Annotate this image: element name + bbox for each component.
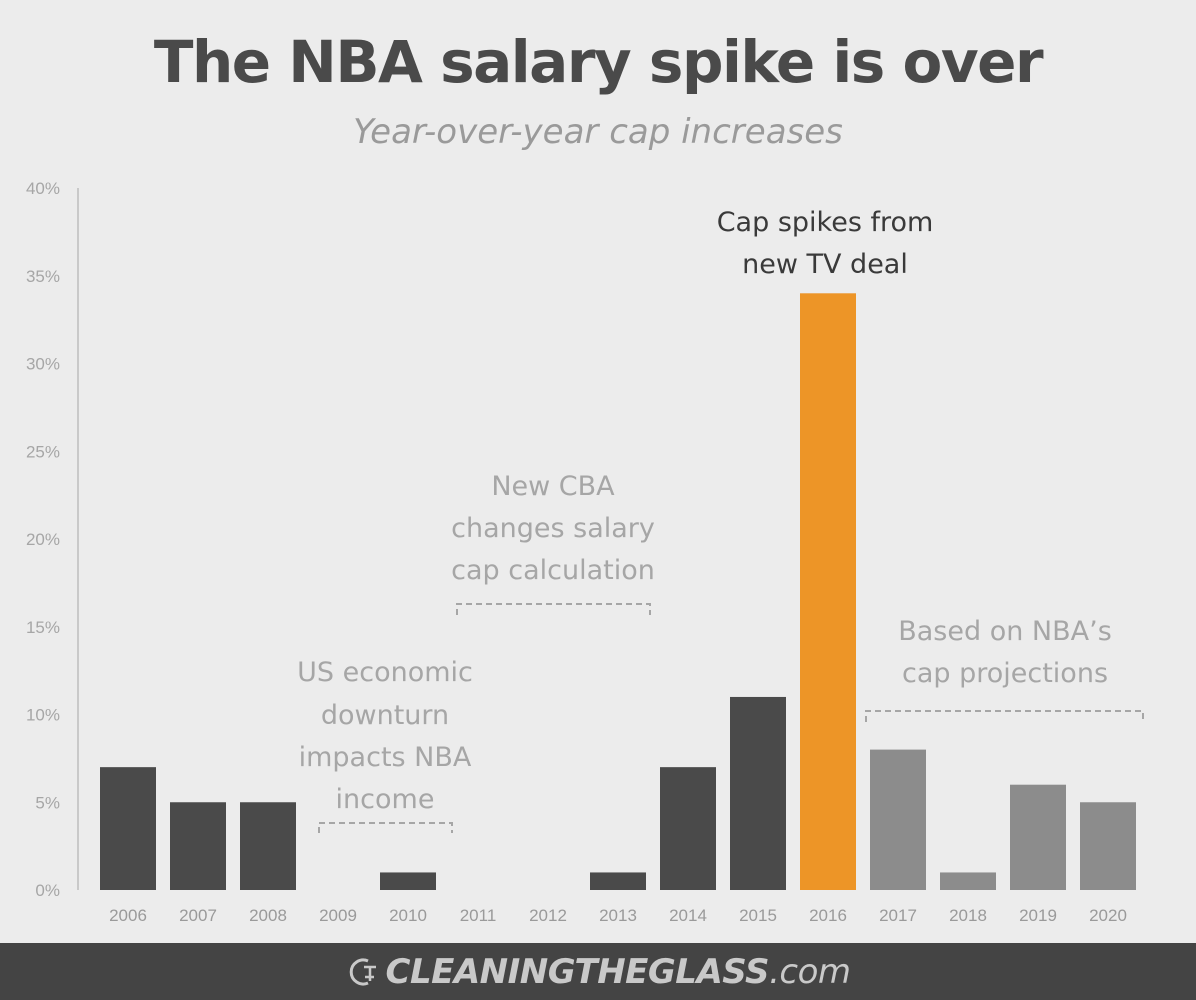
annotation-projections-bracket bbox=[865, 710, 1144, 722]
bar-2016 bbox=[800, 293, 856, 890]
annotation-downturn-bracket bbox=[318, 822, 453, 833]
annotation-projections-line-1: Based on NBA’s bbox=[898, 616, 1112, 647]
bar-2008 bbox=[240, 802, 296, 890]
bar-2018 bbox=[940, 872, 996, 890]
x-tick-label: 2020 bbox=[1089, 906, 1127, 925]
bar-2015 bbox=[730, 696, 786, 890]
x-tick-labels: 2006 2007 2008 2009 2010 2011 2012 2013 2014 2015… bbox=[109, 906, 1127, 925]
y-tick-label: 20% bbox=[26, 530, 60, 549]
bar-2010 bbox=[380, 872, 436, 890]
x-tick-label: 2015 bbox=[739, 906, 777, 925]
x-tick-label: 2009 bbox=[319, 906, 357, 925]
bar-2019 bbox=[1010, 784, 1066, 890]
annotation-cba-bracket bbox=[456, 603, 651, 615]
x-tick-label: 2012 bbox=[529, 906, 567, 925]
x-tick-label: 2016 bbox=[809, 906, 847, 925]
x-tick-label: 2018 bbox=[949, 906, 987, 925]
x-tick-label: 2017 bbox=[879, 906, 917, 925]
footer-brand-name: CLEANINGTHEGLASS bbox=[385, 951, 770, 992]
footer-bar: CLEANINGTHEGLASS.com bbox=[0, 943, 1196, 1000]
bars bbox=[100, 293, 1136, 890]
annotation-projections-line-2: cap projections bbox=[902, 658, 1108, 689]
glass-logo-icon bbox=[349, 958, 376, 985]
annotation-tv-deal-line-2: new TV deal bbox=[742, 249, 908, 280]
y-tick-label: 15% bbox=[26, 618, 60, 637]
x-tick-label: 2010 bbox=[389, 906, 427, 925]
y-tick-label: 35% bbox=[26, 267, 60, 286]
bar-2006 bbox=[100, 767, 156, 890]
annotation-tv-deal: Cap spikes from new TV deal bbox=[717, 207, 934, 280]
footer-brand-suffix: .com bbox=[769, 951, 851, 992]
y-tick-label: 25% bbox=[26, 442, 60, 461]
annotation-downturn-line-2: downturn bbox=[321, 700, 449, 731]
annotation-downturn-line-4: income bbox=[336, 784, 435, 815]
x-tick-label: 2008 bbox=[249, 906, 287, 925]
annotation-tv-deal-line-1: Cap spikes from bbox=[717, 207, 934, 238]
y-tick-labels: 0% 5% 10% 15% 20% 25% 30% 35% 40% bbox=[26, 179, 60, 900]
annotation-cba-line-1: New CBA bbox=[491, 471, 615, 502]
annotation-cba: New CBA changes salary cap calculation bbox=[451, 471, 655, 615]
annotation-cba-line-2: changes salary bbox=[451, 513, 655, 544]
x-tick-label: 2007 bbox=[179, 906, 217, 925]
annotation-cba-line-3: cap calculation bbox=[451, 555, 655, 586]
x-tick-label: 2014 bbox=[669, 906, 707, 925]
annotation-downturn-line-1: US economic bbox=[297, 657, 473, 688]
annotation-downturn: US economic downturn impacts NBA income bbox=[297, 657, 473, 833]
x-tick-label: 2019 bbox=[1019, 906, 1057, 925]
footer-brand: CLEANINGTHEGLASS.com bbox=[385, 951, 852, 992]
bar-2014 bbox=[660, 767, 716, 890]
bar-2017 bbox=[870, 749, 926, 890]
x-tick-label: 2013 bbox=[599, 906, 637, 925]
bar-2020 bbox=[1080, 802, 1136, 890]
annotation-projections: Based on NBA’s cap projections bbox=[865, 616, 1144, 722]
chart-subtitle: Year-over-year cap increases bbox=[353, 112, 843, 152]
bar-2013 bbox=[590, 872, 646, 890]
y-tick-label: 30% bbox=[26, 355, 60, 374]
x-tick-label: 2006 bbox=[109, 906, 147, 925]
bar-2007 bbox=[170, 802, 226, 890]
bar-chart: 0%5%10%15%20%25%30%35%40% 2006 2007 2008 20… bbox=[26, 179, 1144, 925]
annotation-downturn-line-3: impacts NBA bbox=[299, 742, 472, 773]
chart-title: The NBA salary spike is over bbox=[153, 28, 1044, 96]
y-tick-label: 40% bbox=[26, 179, 60, 198]
y-tick-label: 5% bbox=[35, 793, 60, 812]
y-tick-label: 0% bbox=[35, 881, 60, 900]
y-tick-label: 10% bbox=[26, 706, 60, 725]
x-tick-label: 2011 bbox=[460, 906, 497, 925]
